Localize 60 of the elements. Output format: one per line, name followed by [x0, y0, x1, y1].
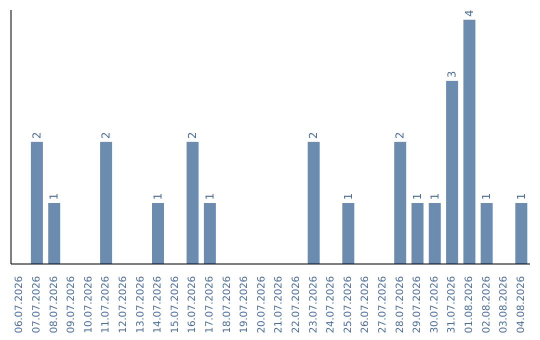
data-label: 3	[446, 70, 459, 78]
x-tick-label: 17.07.2026	[204, 276, 216, 334]
bar	[480, 202, 493, 264]
data-label: 1	[342, 192, 355, 200]
data-label: 2	[394, 132, 407, 139]
bar	[342, 202, 354, 264]
x-tick-label: 20.07.2026	[256, 276, 268, 334]
x-tick-label: 27.07.2026	[377, 276, 388, 334]
x-tick-label: 07.07.2026	[31, 276, 42, 334]
bar	[394, 142, 406, 264]
x-tick-label: 01.08.2026	[464, 276, 475, 334]
data-label: 2	[30, 132, 44, 139]
x-tick-label: 18.07.2026	[222, 276, 233, 334]
data-label: 2	[100, 132, 113, 139]
x-tick-label: 21.07.2026	[274, 276, 285, 334]
x-tick-label: 28.07.2026	[394, 276, 406, 334]
data-label: 1	[151, 192, 164, 200]
x-tick-label: 14.07.2026	[152, 276, 164, 334]
bar	[463, 20, 476, 264]
x-tick-label: 10.07.2026	[83, 276, 94, 334]
data-label: 1	[48, 192, 61, 200]
x-tick-label: 12.07.2026	[118, 276, 129, 334]
bar	[30, 142, 43, 264]
bar	[204, 202, 216, 264]
x-tick-label: 03.08.2026	[498, 276, 510, 334]
bar	[308, 142, 320, 264]
x-tick-label: 23.07.2026	[308, 276, 320, 334]
bar	[411, 202, 424, 264]
bar	[152, 202, 164, 264]
data-label: 1	[514, 192, 528, 200]
bar	[100, 142, 112, 264]
x-tick-label: 19.07.2026	[239, 276, 250, 334]
data-label: 1	[410, 192, 424, 200]
x-tick-label: 09.07.2026	[66, 276, 78, 334]
data-label: 4	[462, 10, 476, 17]
x-tick-label: 16.07.2026	[187, 276, 198, 334]
x-tick-label: 15.07.2026	[170, 276, 181, 334]
bar	[186, 142, 199, 264]
data-label: 2	[307, 132, 320, 139]
x-tick-label: 04.08.2026	[516, 276, 527, 334]
x-tick-label: 30.07.2026	[429, 276, 440, 334]
data-label: 1	[203, 192, 216, 200]
bar	[428, 202, 441, 264]
x-tick-label: 13.07.2026	[135, 276, 146, 334]
x-tick-label: 11.07.2026	[100, 276, 112, 334]
x-tick-label: 22.07.2026	[290, 276, 302, 334]
x-tick-label: 26.07.2026	[360, 276, 372, 334]
bar	[446, 80, 458, 264]
x-tick-label: 29.07.2026	[412, 276, 424, 334]
bar	[515, 202, 528, 264]
x-tick-label: 31.07.2026	[446, 276, 458, 334]
data-label: 1	[480, 192, 494, 200]
bar	[48, 202, 60, 264]
x-tick-label: 25.07.2026	[342, 276, 354, 334]
x-tick-label: 08.07.2026	[48, 276, 60, 334]
data-label: 2	[186, 132, 200, 139]
data-label: 1	[428, 192, 442, 200]
x-tick-label: 06.07.2026	[14, 276, 26, 334]
x-tick-label: 02.08.2026	[481, 276, 492, 334]
x-tick-label: 24.07.2026	[326, 276, 337, 334]
